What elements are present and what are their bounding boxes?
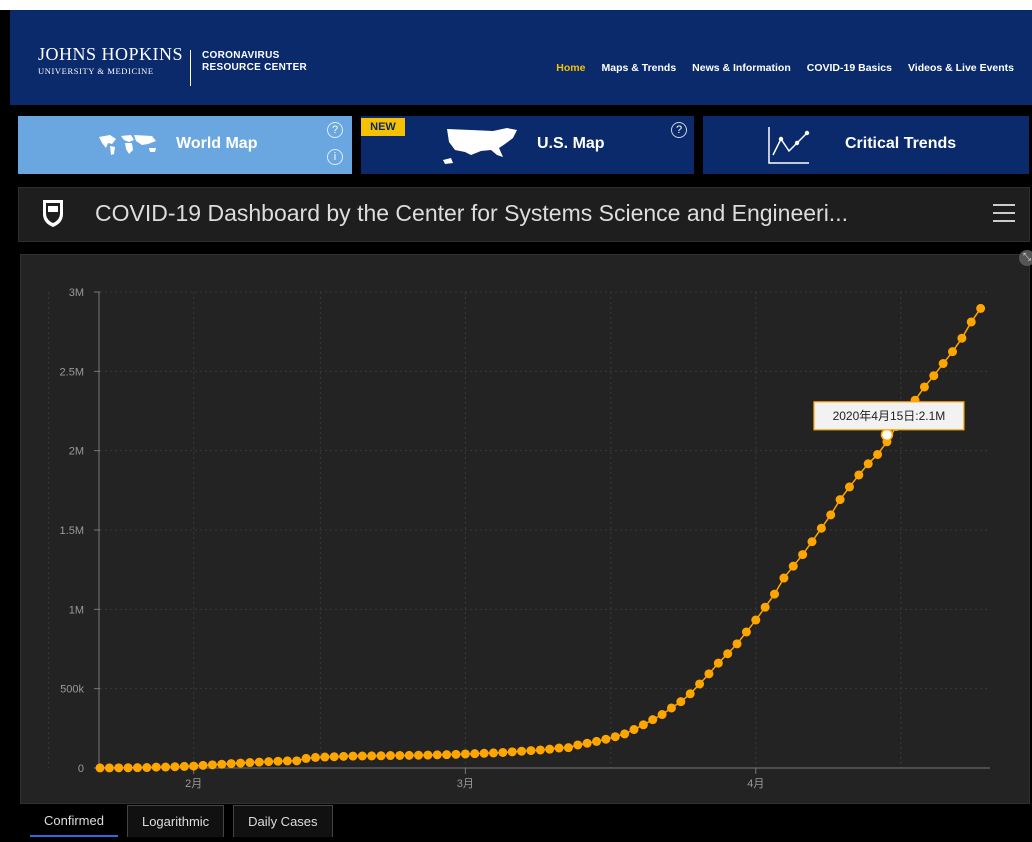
chart-panel xyxy=(20,254,1030,804)
tab-logarithmic[interactable]: Logarithmic xyxy=(126,805,225,837)
us-map-tile[interactable]: NEW U.S. Map ? xyxy=(361,116,694,174)
top-strip xyxy=(0,0,1032,10)
new-badge: NEW xyxy=(361,118,405,136)
expand-icon[interactable]: ⤡ xyxy=(1019,250,1032,266)
us-map-icon xyxy=(443,128,517,164)
site-header: JOHNS HOPKINS UNIVERSITY & MEDICINE CORO… xyxy=(10,10,1032,105)
logo-divider xyxy=(190,50,191,86)
dashboard-title-bar: COVID-19 Dashboard by the Center for Sys… xyxy=(18,187,1030,242)
logo-name: JOHNS HOPKINS xyxy=(38,44,184,64)
nav-covid-basics[interactable]: COVID-19 Basics xyxy=(806,62,892,74)
dashboard-title: COVID-19 Dashboard by the Center for Sys… xyxy=(95,200,848,226)
logo-subtitle: UNIVERSITY & MEDICINE xyxy=(38,66,154,76)
critical-trends-label: Critical Trends xyxy=(845,135,957,152)
menu-icon[interactable] xyxy=(993,204,1015,228)
us-map-label: U.S. Map xyxy=(537,135,605,152)
jhu-shield-icon xyxy=(43,200,63,227)
us-map-help-icon[interactable]: ? xyxy=(671,122,687,138)
resource-center-logo[interactable]: CORONAVIRUS RESOURCE CENTER xyxy=(202,50,307,74)
world-map-icon xyxy=(99,135,156,155)
tab-confirmed[interactable]: Confirmed xyxy=(30,805,118,837)
tab-daily-cases[interactable]: Daily Cases xyxy=(233,805,333,837)
nav-maps-trends[interactable]: Maps & Trends xyxy=(601,62,677,74)
resource-line-2: RESOURCE CENTER xyxy=(202,62,308,73)
world-map-label: World Map xyxy=(176,135,258,152)
resource-line-1: CORONAVIRUS xyxy=(202,50,280,61)
johns-hopkins-logo[interactable]: JOHNS HOPKINS UNIVERSITY & MEDICINE xyxy=(38,44,183,76)
critical-trends-tile[interactable]: Critical Trends xyxy=(703,116,1029,174)
world-map-info-icon[interactable]: i xyxy=(327,149,343,165)
top-navigation: Home Maps & Trends News & Information CO… xyxy=(556,62,1014,74)
chart-tabs: Confirmed Logarithmic Daily Cases xyxy=(30,805,333,839)
nav-news-information[interactable]: News & Information xyxy=(692,62,791,74)
world-map-help-icon[interactable]: ? xyxy=(327,122,343,138)
world-map-tile[interactable]: World Map ? i xyxy=(18,116,352,174)
nav-home[interactable]: Home xyxy=(556,62,586,74)
trend-chart-icon xyxy=(768,127,810,164)
nav-videos-live-events[interactable]: Videos & Live Events xyxy=(907,62,1014,74)
